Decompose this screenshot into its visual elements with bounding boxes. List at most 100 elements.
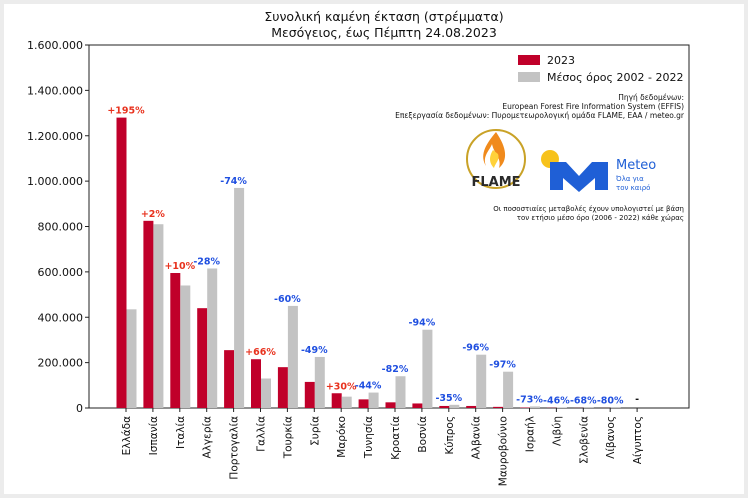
change-label: -60% <box>274 294 301 305</box>
bar-2023 <box>331 393 342 408</box>
bar-2023 <box>466 405 477 408</box>
meteo-logo-text: Meteo <box>616 158 656 173</box>
bar-average <box>341 396 352 408</box>
change-label: -28% <box>193 256 220 267</box>
legend-swatch-average <box>518 72 540 82</box>
bar-average <box>314 356 325 408</box>
category-label: Κροατία <box>390 416 402 460</box>
change-label: -44% <box>355 381 382 392</box>
change-label: -82% <box>382 364 409 375</box>
bar-2023 <box>170 273 181 408</box>
bar-2023 <box>358 399 369 408</box>
meteo-logo: Meteo Όλα για τον καιρό <box>541 150 656 192</box>
change-label: -80% <box>597 396 624 407</box>
legend-swatch-2023 <box>518 55 540 65</box>
bars-group <box>116 117 621 408</box>
category-label: Αίγυπτος <box>632 416 644 464</box>
category-label: Κύπρος <box>444 416 456 455</box>
bar-2023 <box>197 308 208 408</box>
y-axis: 0 200.000 400.000 600.000 800.000 1.000.000 1.… <box>27 39 89 415</box>
change-label: -73% <box>516 394 543 405</box>
category-label: Ιταλία <box>175 416 187 449</box>
change-label: +30% <box>326 381 357 392</box>
change-label: - <box>635 394 639 405</box>
change-label: +10% <box>164 261 195 272</box>
change-label: -96% <box>462 343 489 354</box>
change-label: -49% <box>301 345 328 356</box>
y-tick-label: 800.000 <box>38 221 84 234</box>
bar-2023 <box>116 117 127 408</box>
flame-logo-ring <box>466 129 526 189</box>
category-label: Συρία <box>309 416 321 446</box>
bar-average <box>287 305 298 408</box>
category-label: Βοσνία <box>417 416 429 453</box>
category-label: Αλβανία <box>471 416 483 459</box>
category-label: Τουρκία <box>282 416 294 459</box>
y-tick-label: 400.000 <box>38 311 84 324</box>
bar-average <box>261 378 271 408</box>
y-tick-label: 0 <box>76 402 83 415</box>
bar-2023 <box>277 367 288 408</box>
category-label: Λιβύη <box>551 416 563 446</box>
y-tick-label: 1.600.000 <box>27 39 83 52</box>
chart-title: Συνολική καμένη έκταση (στρέμματα) <box>264 9 503 24</box>
bar-average <box>368 392 379 408</box>
category-label: Μαρόκο <box>336 416 348 458</box>
bar-average <box>180 285 191 408</box>
bar-average <box>530 406 540 408</box>
change-label: -74% <box>220 176 247 187</box>
category-label: Ισραήλ <box>525 416 537 452</box>
change-label: -68% <box>570 396 597 407</box>
category-label: Αλγερία <box>202 416 214 459</box>
bar-2023 <box>412 403 423 408</box>
source-name: European Forest Fire Information System … <box>502 102 684 111</box>
category-label: Ισπανία <box>148 416 160 455</box>
change-label: +195% <box>107 106 145 117</box>
change-label: -94% <box>409 318 436 329</box>
bar-2023 <box>385 402 396 408</box>
bar-average <box>126 309 137 408</box>
bar-average <box>422 329 433 408</box>
y-tick-label: 1.000.000 <box>27 175 83 188</box>
bar-2023 <box>493 406 504 408</box>
category-label: Πορτογαλία <box>229 416 241 480</box>
source-heading: Πηγή δεδομένων: <box>618 93 684 102</box>
bar-chart: Συνολική καμένη έκταση (στρέμματα) Μεσόγ… <box>27 9 690 486</box>
bar-average <box>449 404 460 408</box>
change-label: +66% <box>245 347 276 358</box>
bar-2023 <box>224 350 235 408</box>
flame-core-icon <box>490 150 499 168</box>
meteo-tagline-2: τον καιρό <box>616 184 650 192</box>
change-label: +2% <box>141 209 166 220</box>
x-axis: Ελλάδα Ισπανία Ιταλία Αλγερία Πορτογαλία Γαλλ… <box>121 408 644 486</box>
chart-subtitle: Μεσόγειος, έως Πέμπτη 24.08.2023 <box>271 25 497 40</box>
note-line-2: τον ετήσιο μέσο όρο (2006 - 2022) κάθε χ… <box>517 214 684 222</box>
bar-average <box>153 224 164 408</box>
bar-average <box>395 376 406 408</box>
bar-2023 <box>143 220 154 408</box>
bar-average <box>476 354 487 408</box>
source-processing: Επεξεργασία δεδομένων: Πυρομετεωρολογική… <box>395 111 685 120</box>
category-label: Τυνησία <box>363 416 375 459</box>
bar-2023 <box>251 359 261 408</box>
meteo-tagline-1: Όλα για <box>615 175 644 183</box>
chart-frame: Συνολική καμένη έκταση (στρέμματα) Μεσόγ… <box>4 4 744 494</box>
category-label: Σλοβενία <box>578 416 590 464</box>
change-label: -35% <box>435 393 462 404</box>
note-line-1: Οι ποσοστιαίες μεταβολές έχουν υπολογιστ… <box>493 205 684 213</box>
legend-label-average: Μέσος όρος 2002 - 2022 <box>547 71 683 84</box>
y-tick-label: 1.200.000 <box>27 130 83 143</box>
bar-2023 <box>439 405 450 408</box>
category-label: Μαυροβούνιο <box>498 416 510 486</box>
y-tick-label: 1.400.000 <box>27 84 83 97</box>
change-label: -46% <box>543 396 570 407</box>
bar-average <box>234 187 245 408</box>
y-tick-label: 600.000 <box>38 266 84 279</box>
flame-icon <box>483 132 506 168</box>
flame-logo: FLAME <box>466 129 526 190</box>
bar-2023 <box>304 381 315 408</box>
meteo-m-icon <box>550 162 608 192</box>
legend: 2023 Μέσος όρος 2002 - 2022 <box>518 54 683 84</box>
bar-average <box>207 268 218 408</box>
y-tick-label: 200.000 <box>38 357 84 370</box>
